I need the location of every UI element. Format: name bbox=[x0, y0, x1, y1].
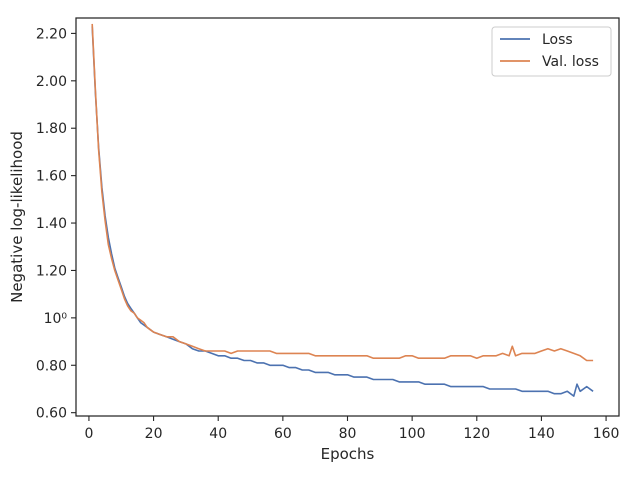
legend-label-val-loss: Val. loss bbox=[542, 54, 599, 70]
series-line-loss bbox=[91, 26, 594, 397]
x-tick-label: 60 bbox=[274, 426, 292, 442]
x-tick-label: 40 bbox=[209, 426, 227, 442]
y-tick-label: 0.80 bbox=[36, 358, 67, 374]
y-tick-label: 0.60 bbox=[36, 406, 67, 422]
y-tick-label: 2.00 bbox=[36, 74, 67, 90]
y-tick-label: 10⁰ bbox=[44, 311, 68, 327]
y-tick-label: 1.80 bbox=[36, 121, 67, 137]
x-tick-label: 20 bbox=[145, 426, 163, 442]
legend: Loss Val. loss bbox=[491, 26, 612, 77]
y-tick-label: 1.60 bbox=[36, 169, 67, 185]
series-line-val-loss bbox=[91, 23, 594, 362]
x-tick-label: 0 bbox=[84, 426, 93, 442]
x-axis-label: Epochs bbox=[321, 445, 375, 463]
x-tick-label: 140 bbox=[528, 426, 555, 442]
series-layer bbox=[91, 23, 594, 397]
y-axis: 0.60 0.80 10⁰ 1.20 1.40 1.60 1.80 2.00 2.20 bbox=[36, 26, 76, 422]
x-tick-label: 160 bbox=[593, 426, 620, 442]
x-tick-label: 100 bbox=[399, 426, 426, 442]
legend-label-loss: Loss bbox=[542, 32, 573, 48]
y-tick-label: 2.20 bbox=[36, 26, 67, 42]
y-tick-label: 1.40 bbox=[36, 216, 67, 232]
x-tick-label: 80 bbox=[339, 426, 357, 442]
y-axis-label: Negative log-likelihood bbox=[8, 131, 26, 303]
x-tick-label: 120 bbox=[463, 426, 490, 442]
y-tick-label: 1.20 bbox=[36, 263, 67, 279]
x-axis: 0 20 40 60 80 100 120 140 160 bbox=[84, 416, 619, 442]
